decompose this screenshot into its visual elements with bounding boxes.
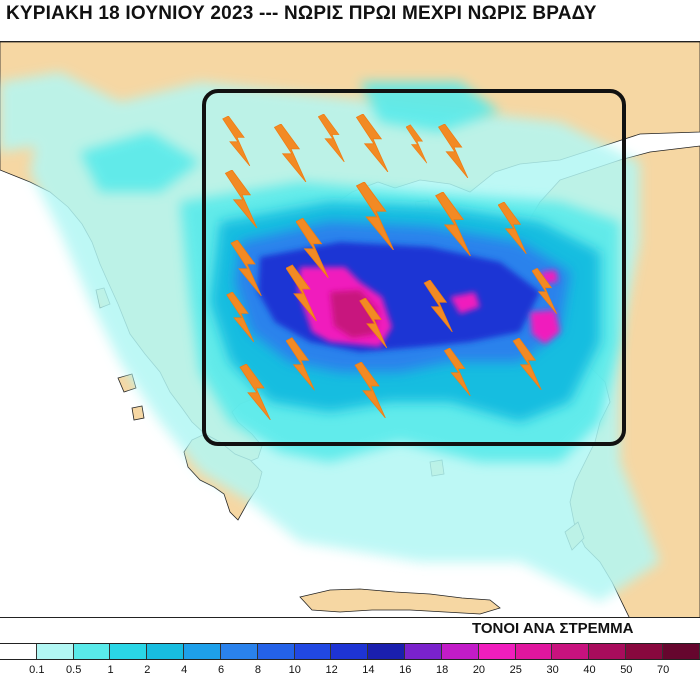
legend-swatch: [294, 644, 332, 659]
legend-tick-label: 50: [620, 664, 633, 676]
legend-swatch: [589, 644, 627, 659]
zakynthos: [131, 405, 145, 421]
legend-tick-label: 40: [583, 664, 596, 676]
legend-tick-label: 30: [546, 664, 559, 676]
legend-swatch: [110, 644, 148, 659]
legend-units-label: ΤΟΝΟΙ ΑΝΑ ΣΤΡΕΜΜΑ: [472, 620, 634, 637]
color-legend-bar: [0, 643, 700, 660]
legend-swatch: [662, 644, 700, 659]
crete: [299, 588, 501, 615]
legend-swatch: [441, 644, 479, 659]
legend-tick-label: 14: [362, 664, 375, 676]
legend-tick-label: 16: [399, 664, 412, 676]
legend-tick-label: 18: [435, 664, 449, 676]
precipitation-layer: [0, 72, 660, 602]
legend-swatch: [626, 644, 663, 659]
legend-tick-label: 0.5: [66, 664, 82, 676]
legend-tick-label: 6: [217, 664, 225, 676]
legend-swatch: [478, 644, 516, 659]
legend-tick-label: 20: [472, 664, 486, 676]
legend-swatch: [552, 644, 590, 659]
legend-swatch: [220, 644, 258, 659]
map-title: ΚΥΡΙΑΚΗ 18 ΙΟΥΝΙΟΥ 2023 --- ΝΩΡΙΣ ΠΡΩΙ Μ…: [6, 3, 597, 24]
precipitation-map: [0, 41, 700, 618]
legend-tick-label: 2: [144, 664, 151, 676]
legend-tick-label: 70: [657, 664, 670, 676]
legend-tick-label: 10: [288, 664, 301, 676]
legend-swatch: [515, 644, 553, 659]
legend-tick-label: 1: [107, 664, 114, 676]
legend-swatch: [257, 644, 295, 659]
legend-swatch: [147, 644, 185, 659]
legend-tick-label: 4: [181, 664, 188, 676]
color-legend-labels: 0.1 0.5 1 2 4 6 8 10 12 14 16 18 20 25 30 40 50 70: [0, 664, 700, 684]
legend-tick-label: 12: [325, 664, 338, 676]
highlight-box: [202, 89, 626, 446]
legend-swatch: [0, 644, 37, 659]
legend-tick-label: 25: [509, 664, 522, 676]
legend-tick-label: 8: [254, 664, 261, 676]
legend-swatch: [73, 644, 111, 659]
legend-swatch: [331, 644, 369, 659]
legend-swatch: [405, 644, 442, 659]
legend-swatch: [36, 644, 74, 659]
legend-tick-label: 0.1: [29, 664, 45, 676]
legend-swatch: [184, 644, 221, 659]
legend-swatch: [368, 644, 406, 659]
